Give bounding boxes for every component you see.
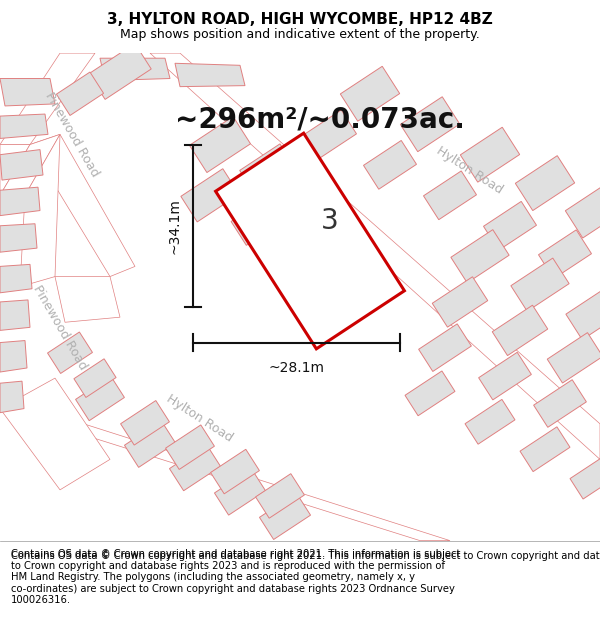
Polygon shape <box>76 376 124 421</box>
Polygon shape <box>400 97 460 152</box>
Polygon shape <box>231 196 285 246</box>
Polygon shape <box>47 332 92 374</box>
Polygon shape <box>259 493 311 539</box>
Polygon shape <box>20 134 60 287</box>
Polygon shape <box>570 454 600 499</box>
Text: ~296m²/~0.073ac.: ~296m²/~0.073ac. <box>175 105 465 133</box>
Polygon shape <box>340 66 400 121</box>
Text: Map shows position and indicative extent of the property.: Map shows position and indicative extent… <box>120 28 480 41</box>
Text: Pinewood Road: Pinewood Road <box>31 282 89 372</box>
Polygon shape <box>211 449 259 494</box>
Polygon shape <box>566 286 600 340</box>
Polygon shape <box>515 156 575 211</box>
Polygon shape <box>0 341 27 372</box>
Text: Contains OS data © Crown copyright and database right 2021. This information is : Contains OS data © Crown copyright and d… <box>11 551 600 561</box>
Polygon shape <box>0 79 55 106</box>
Polygon shape <box>190 116 251 172</box>
Polygon shape <box>0 53 95 144</box>
Text: Pinewood Road: Pinewood Road <box>43 90 101 179</box>
Polygon shape <box>0 300 30 331</box>
Text: ~34.1m: ~34.1m <box>167 198 181 254</box>
Polygon shape <box>0 381 24 412</box>
Text: Contains OS data © Crown copyright and database right 2021. This information is : Contains OS data © Crown copyright and d… <box>11 549 460 606</box>
Polygon shape <box>451 229 509 283</box>
Polygon shape <box>74 359 116 398</box>
Polygon shape <box>0 404 450 541</box>
Text: 3: 3 <box>321 207 339 235</box>
Polygon shape <box>100 58 170 81</box>
Polygon shape <box>0 188 40 216</box>
Polygon shape <box>240 144 296 196</box>
Polygon shape <box>0 144 30 195</box>
Polygon shape <box>479 352 532 400</box>
Polygon shape <box>484 201 536 250</box>
Polygon shape <box>465 399 515 444</box>
Text: Hylton Road: Hylton Road <box>434 144 506 196</box>
Polygon shape <box>215 133 404 349</box>
Polygon shape <box>0 378 110 490</box>
Polygon shape <box>492 305 548 356</box>
Polygon shape <box>432 277 488 327</box>
Polygon shape <box>0 224 37 252</box>
Polygon shape <box>424 171 476 219</box>
Polygon shape <box>124 421 176 468</box>
Polygon shape <box>121 401 169 445</box>
Polygon shape <box>460 127 520 182</box>
Polygon shape <box>214 469 266 515</box>
Polygon shape <box>565 183 600 238</box>
Polygon shape <box>55 276 120 322</box>
Polygon shape <box>0 134 60 195</box>
Polygon shape <box>405 371 455 416</box>
Polygon shape <box>150 53 600 459</box>
Polygon shape <box>0 149 43 180</box>
Polygon shape <box>304 110 356 159</box>
Polygon shape <box>0 114 48 138</box>
Polygon shape <box>533 380 586 428</box>
Polygon shape <box>547 332 600 383</box>
Polygon shape <box>175 63 245 87</box>
Polygon shape <box>30 134 135 276</box>
Polygon shape <box>169 444 221 491</box>
Polygon shape <box>364 141 416 189</box>
Polygon shape <box>0 264 32 292</box>
Polygon shape <box>511 258 569 311</box>
Polygon shape <box>256 474 304 518</box>
Text: Hylton Road: Hylton Road <box>164 392 236 445</box>
Polygon shape <box>539 230 592 279</box>
Text: 3, HYLTON ROAD, HIGH WYCOMBE, HP12 4BZ: 3, HYLTON ROAD, HIGH WYCOMBE, HP12 4BZ <box>107 12 493 27</box>
Text: ~28.1m: ~28.1m <box>269 361 325 375</box>
Polygon shape <box>520 427 570 472</box>
Polygon shape <box>419 324 472 371</box>
Polygon shape <box>56 72 104 116</box>
Polygon shape <box>89 43 151 99</box>
Polygon shape <box>181 169 239 222</box>
Polygon shape <box>166 425 214 469</box>
